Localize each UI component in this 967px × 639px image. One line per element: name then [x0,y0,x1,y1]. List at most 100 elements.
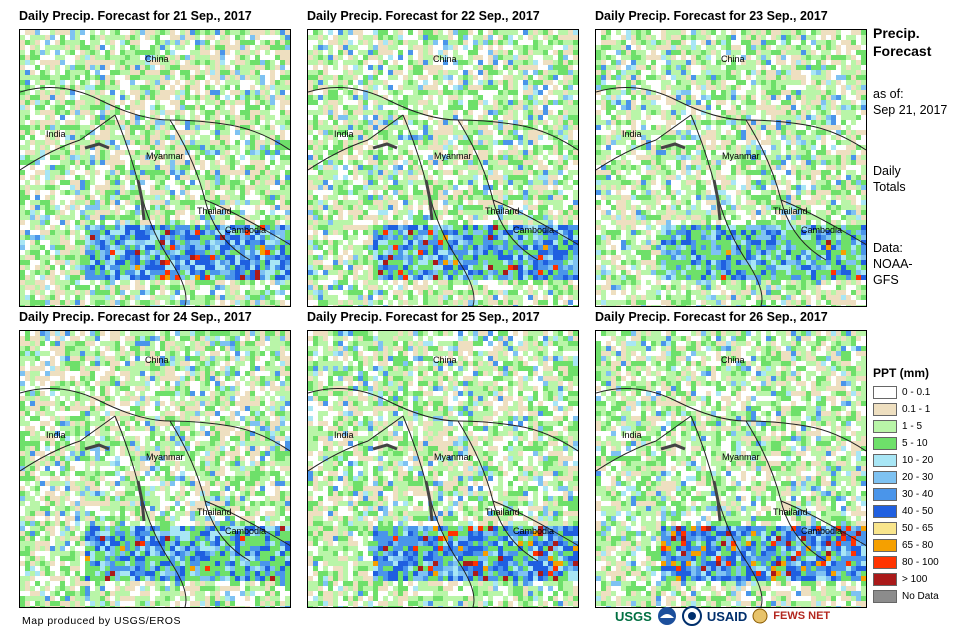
precip-map: China India Myanmar Thailand Cambodia [307,29,579,307]
label-cambodia: Cambodia [513,526,555,536]
label-cambodia: Cambodia [225,225,267,235]
legend-swatch [873,488,897,501]
legend-swatch [873,505,897,518]
label-myanmar: Myanmar [434,452,472,462]
legend-swatch [873,522,897,535]
legend-swatch [873,386,897,399]
border-line [596,139,657,171]
legend-label: 30 - 40 [902,489,934,500]
label-cambodia: Cambodia [225,526,267,536]
legend-label: No Data [902,591,939,602]
border-line [372,142,398,150]
heading-line-1: Precip. [873,25,920,41]
label-india: India [334,430,354,440]
precip-grid [20,331,290,607]
legend-swatch [873,454,897,467]
legend-swatch [873,539,897,552]
forecast-panel-2: Daily Precip. Forecast for 22 Sep., 2017… [307,8,579,307]
legend-item: 1 - 5 [873,418,965,435]
border-line [372,443,398,451]
precip-grid [20,30,290,306]
data-line-3: GFS [873,273,899,287]
border-line [402,114,475,306]
border-line [596,440,657,472]
legend-item: > 100 [873,571,965,588]
panel-title: Daily Precip. Forecast for 24 Sep., 2017 [19,310,252,324]
label-thailand: Thailand [773,507,808,517]
heading-line-2: Forecast [873,43,932,59]
border-line [169,119,251,261]
precip-grid [596,331,866,607]
border-line [308,388,578,452]
precip-map: China India Myanmar Thailand Cambodia [595,330,867,608]
label-thailand: Thailand [197,206,232,216]
border-line [20,440,81,472]
panel-title: Daily Precip. Forecast for 26 Sep., 2017 [595,310,828,324]
label-india: India [622,129,642,139]
label-india: India [622,430,642,440]
border-line [690,415,763,607]
label-thailand: Thailand [485,206,520,216]
legend-item: 0 - 0.1 [873,384,965,401]
border-line [492,199,578,246]
legend-item: No Data [873,588,965,605]
usgs-logo: USGS [615,608,652,624]
border-line [457,420,539,562]
border-line [204,199,290,246]
usaid-seal-icon [681,606,702,626]
label-china: China [721,355,745,365]
border-line [136,480,146,522]
panel-title: Daily Precip. Forecast for 22 Sep., 2017 [307,9,540,23]
legend-swatch [873,403,897,416]
precip-grid [308,30,578,306]
legend-item: 0.1 - 1 [873,401,965,418]
border-line [204,500,290,547]
border-line [457,119,539,261]
legend-label: 1 - 5 [902,421,923,432]
forecast-panel-6: Daily Precip. Forecast for 26 Sep., 2017… [595,309,867,608]
legend: PPT (mm) 0 - 0.1 0.1 - 1 1 - 5 5 - 10 10 - 2… [873,366,965,605]
label-cambodia: Cambodia [513,225,555,235]
legend-label: 0 - 0.1 [902,387,931,398]
data-line-2: NOAA- [873,257,913,271]
border-line [367,114,404,141]
credit-text: Map produced by USGS/EROS [22,615,181,627]
label-myanmar: Myanmar [722,151,760,161]
label-china: China [145,355,169,365]
label-myanmar: Myanmar [146,151,184,161]
border-line [402,415,475,607]
label-thailand: Thailand [773,206,808,216]
border-line [424,480,434,522]
border-line [596,87,866,151]
border-line [655,114,692,141]
legend-swatch [873,437,897,450]
legend-swatch [873,471,897,484]
label-china: China [721,54,745,64]
fewsnet-globe-icon [752,608,768,624]
side-info: Precip. Forecast as of: Sep 21, 2017 Dai… [873,24,965,288]
noaa-logo-icon [657,607,676,625]
border-line [79,114,116,141]
legend-label: > 100 [902,574,928,585]
legend-label: 5 - 10 [902,438,928,449]
legend-label: 20 - 30 [902,472,934,483]
label-china: China [433,355,457,365]
legend-label: 40 - 50 [902,506,934,517]
panel-title: Daily Precip. Forecast for 23 Sep., 2017 [595,9,828,23]
logo-strip: USGS USAID FEWS NET [615,606,830,626]
data-line-1: Data: [873,241,903,255]
border-line [79,415,116,442]
border-line [136,179,146,221]
legend-item: 40 - 50 [873,503,965,520]
border-line [712,480,722,522]
label-china: China [433,54,457,64]
legend-label: 10 - 20 [902,455,934,466]
precip-map: China India Myanmar Thailand Cambodia [595,29,867,307]
label-myanmar: Myanmar [722,452,760,462]
legend-label: 0.1 - 1 [902,404,931,415]
border-line [655,415,692,442]
forecast-panel-1: Daily Precip. Forecast for 21 Sep., 2017… [19,8,291,307]
legend-label: 65 - 80 [902,540,934,551]
legend-item: 30 - 40 [873,486,965,503]
legend-label: 50 - 65 [902,523,934,534]
